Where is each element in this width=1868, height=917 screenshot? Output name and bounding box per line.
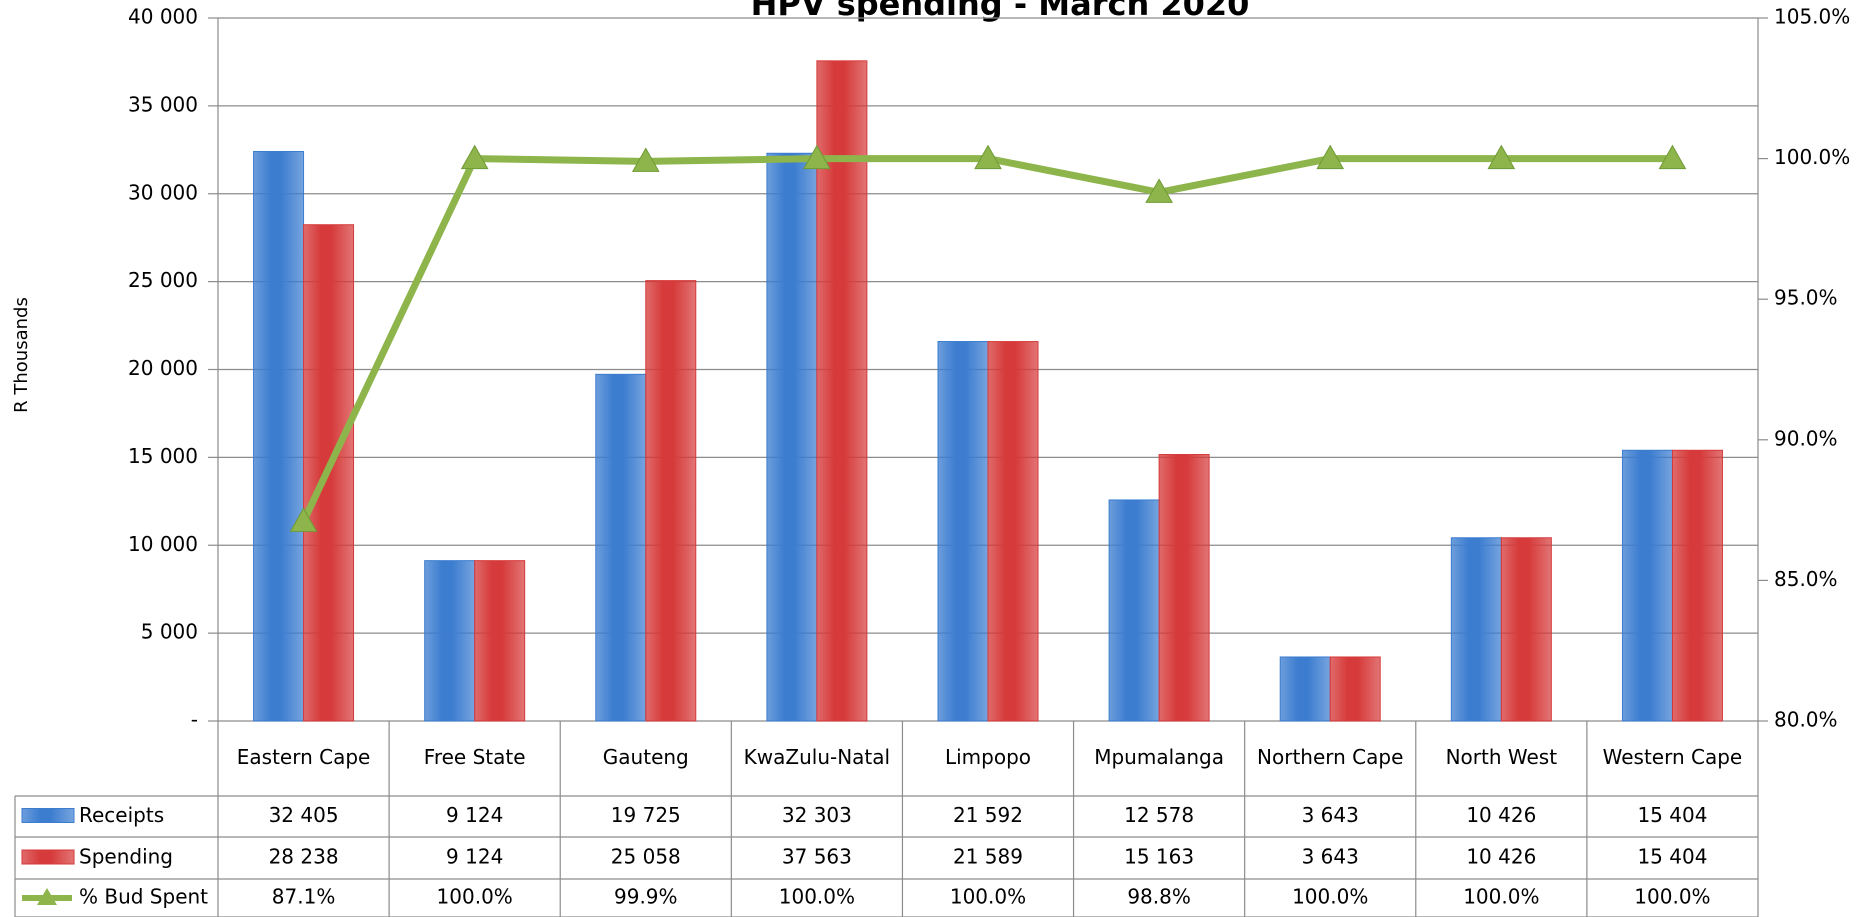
- table-value: 21 589: [953, 845, 1023, 869]
- marker: [1487, 144, 1516, 170]
- table-value: 100.0%: [1634, 885, 1710, 909]
- x-tick-label: Gauteng: [603, 745, 689, 769]
- bar: [645, 280, 697, 722]
- marker: [289, 507, 318, 532]
- y-tick-label: 5 000: [141, 620, 198, 644]
- y-tick-label: 15 000: [128, 444, 198, 468]
- table-value: 100.0%: [437, 885, 513, 909]
- x-tick-label: Western Cape: [1603, 745, 1743, 769]
- table-value: 100.0%: [950, 885, 1026, 909]
- bar: [253, 150, 305, 722]
- marker: [1658, 144, 1687, 170]
- x-tick-label: North West: [1446, 745, 1558, 769]
- table-value: 100.0%: [779, 885, 855, 909]
- table-value: 19 725: [611, 803, 681, 827]
- table-value: 21 592: [953, 803, 1023, 827]
- y-tick-label: 20 000: [128, 356, 198, 380]
- bar: [1671, 449, 1723, 722]
- bar: [1621, 449, 1673, 722]
- bar: [987, 341, 1039, 722]
- table-value: 25 058: [611, 845, 681, 869]
- bar: [1279, 656, 1331, 722]
- y-tick-label: 10 000: [128, 532, 198, 556]
- chart-title: HPV spending - March 2020: [751, 0, 1250, 23]
- y-tick-label: 35 000: [128, 92, 198, 116]
- marker: [460, 144, 489, 170]
- table-value: 100.0%: [1463, 885, 1539, 909]
- table-value: 98.8%: [1127, 885, 1191, 909]
- y2-tick-label: 80.0%: [1774, 708, 1838, 732]
- table-value: 10 426: [1466, 803, 1536, 827]
- y2-tick-label: 85.0%: [1774, 567, 1838, 591]
- table-value: 99.9%: [614, 885, 678, 909]
- table-value: 3 643: [1302, 845, 1359, 869]
- bar: [424, 560, 476, 722]
- legend-label: Receipts: [79, 803, 164, 827]
- bar: [595, 373, 647, 722]
- legend-key: [21, 808, 75, 823]
- bar: [816, 60, 868, 722]
- table-value: 37 563: [782, 845, 852, 869]
- table-value: 9 124: [446, 845, 503, 869]
- y-tick-label: -: [191, 708, 198, 732]
- bar: [1329, 656, 1381, 722]
- y-tick-label: 40 000: [128, 5, 198, 29]
- legend-key: [21, 849, 75, 865]
- marker: [803, 144, 831, 170]
- bar: [1108, 499, 1160, 722]
- legend-label: % Bud Spent: [79, 885, 208, 909]
- table-value: 32 405: [269, 803, 339, 827]
- table-value: 15 163: [1124, 845, 1194, 869]
- y2-tick-label: 100.0%: [1774, 145, 1850, 169]
- x-tick-label: KwaZulu-Natal: [744, 745, 890, 769]
- marker: [631, 147, 660, 172]
- table-value: 10 426: [1466, 845, 1536, 869]
- y-axis-label: R Thousands: [11, 297, 32, 413]
- x-tick-label: Northern Cape: [1257, 745, 1403, 769]
- table-value: 100.0%: [1292, 885, 1368, 909]
- legend-key: [37, 888, 57, 905]
- table-value: 15 404: [1637, 845, 1707, 869]
- bar: [1450, 537, 1502, 722]
- y-tick-label: 30 000: [128, 180, 198, 204]
- table-value: 9 124: [446, 803, 503, 827]
- table-value: 32 303: [782, 803, 852, 827]
- bar: [474, 560, 526, 722]
- table-value: 28 238: [269, 845, 339, 869]
- marker: [1316, 144, 1345, 170]
- bar: [1500, 537, 1552, 722]
- bar: [766, 152, 818, 722]
- bar: [1158, 454, 1210, 722]
- x-tick-label: Mpumalanga: [1094, 745, 1224, 769]
- y2-tick-label: 90.0%: [1774, 426, 1838, 450]
- y-tick-label: 25 000: [128, 268, 198, 292]
- table-value: 12 578: [1124, 803, 1194, 827]
- x-tick-label: Limpopo: [945, 745, 1031, 769]
- x-tick-label: Eastern Cape: [237, 745, 371, 769]
- legend-label: Spending: [79, 845, 173, 869]
- x-tick-label: Free State: [424, 745, 526, 769]
- table-value: 3 643: [1302, 803, 1359, 827]
- marker: [1145, 178, 1173, 203]
- marker: [974, 144, 1002, 170]
- y2-tick-label: 105.0%: [1774, 5, 1850, 29]
- bar: [937, 341, 989, 722]
- table-value: 87.1%: [272, 885, 336, 909]
- y2-tick-label: 95.0%: [1774, 286, 1838, 310]
- table-value: 15 404: [1637, 803, 1707, 827]
